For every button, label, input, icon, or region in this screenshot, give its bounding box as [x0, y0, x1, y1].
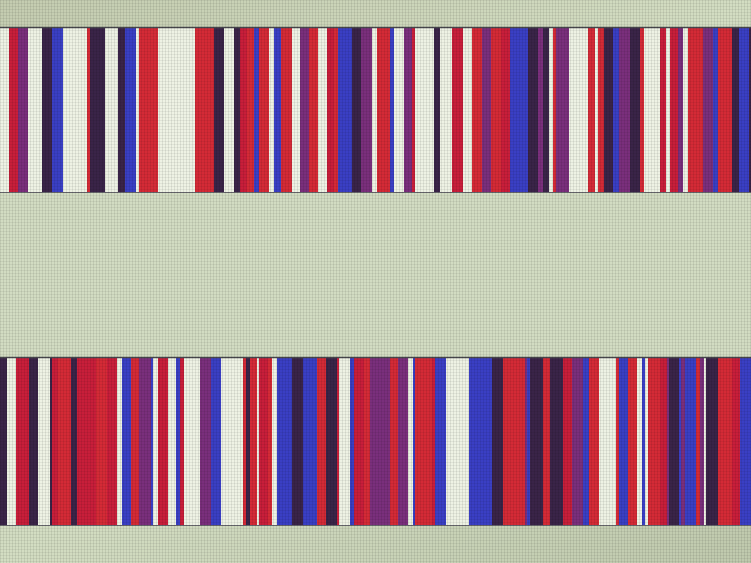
pixel-grid — [0, 0, 751, 563]
screen-photo — [0, 0, 751, 563]
page: (() => { const NS = 'http://www.w3.org/2… — [0, 0, 751, 563]
